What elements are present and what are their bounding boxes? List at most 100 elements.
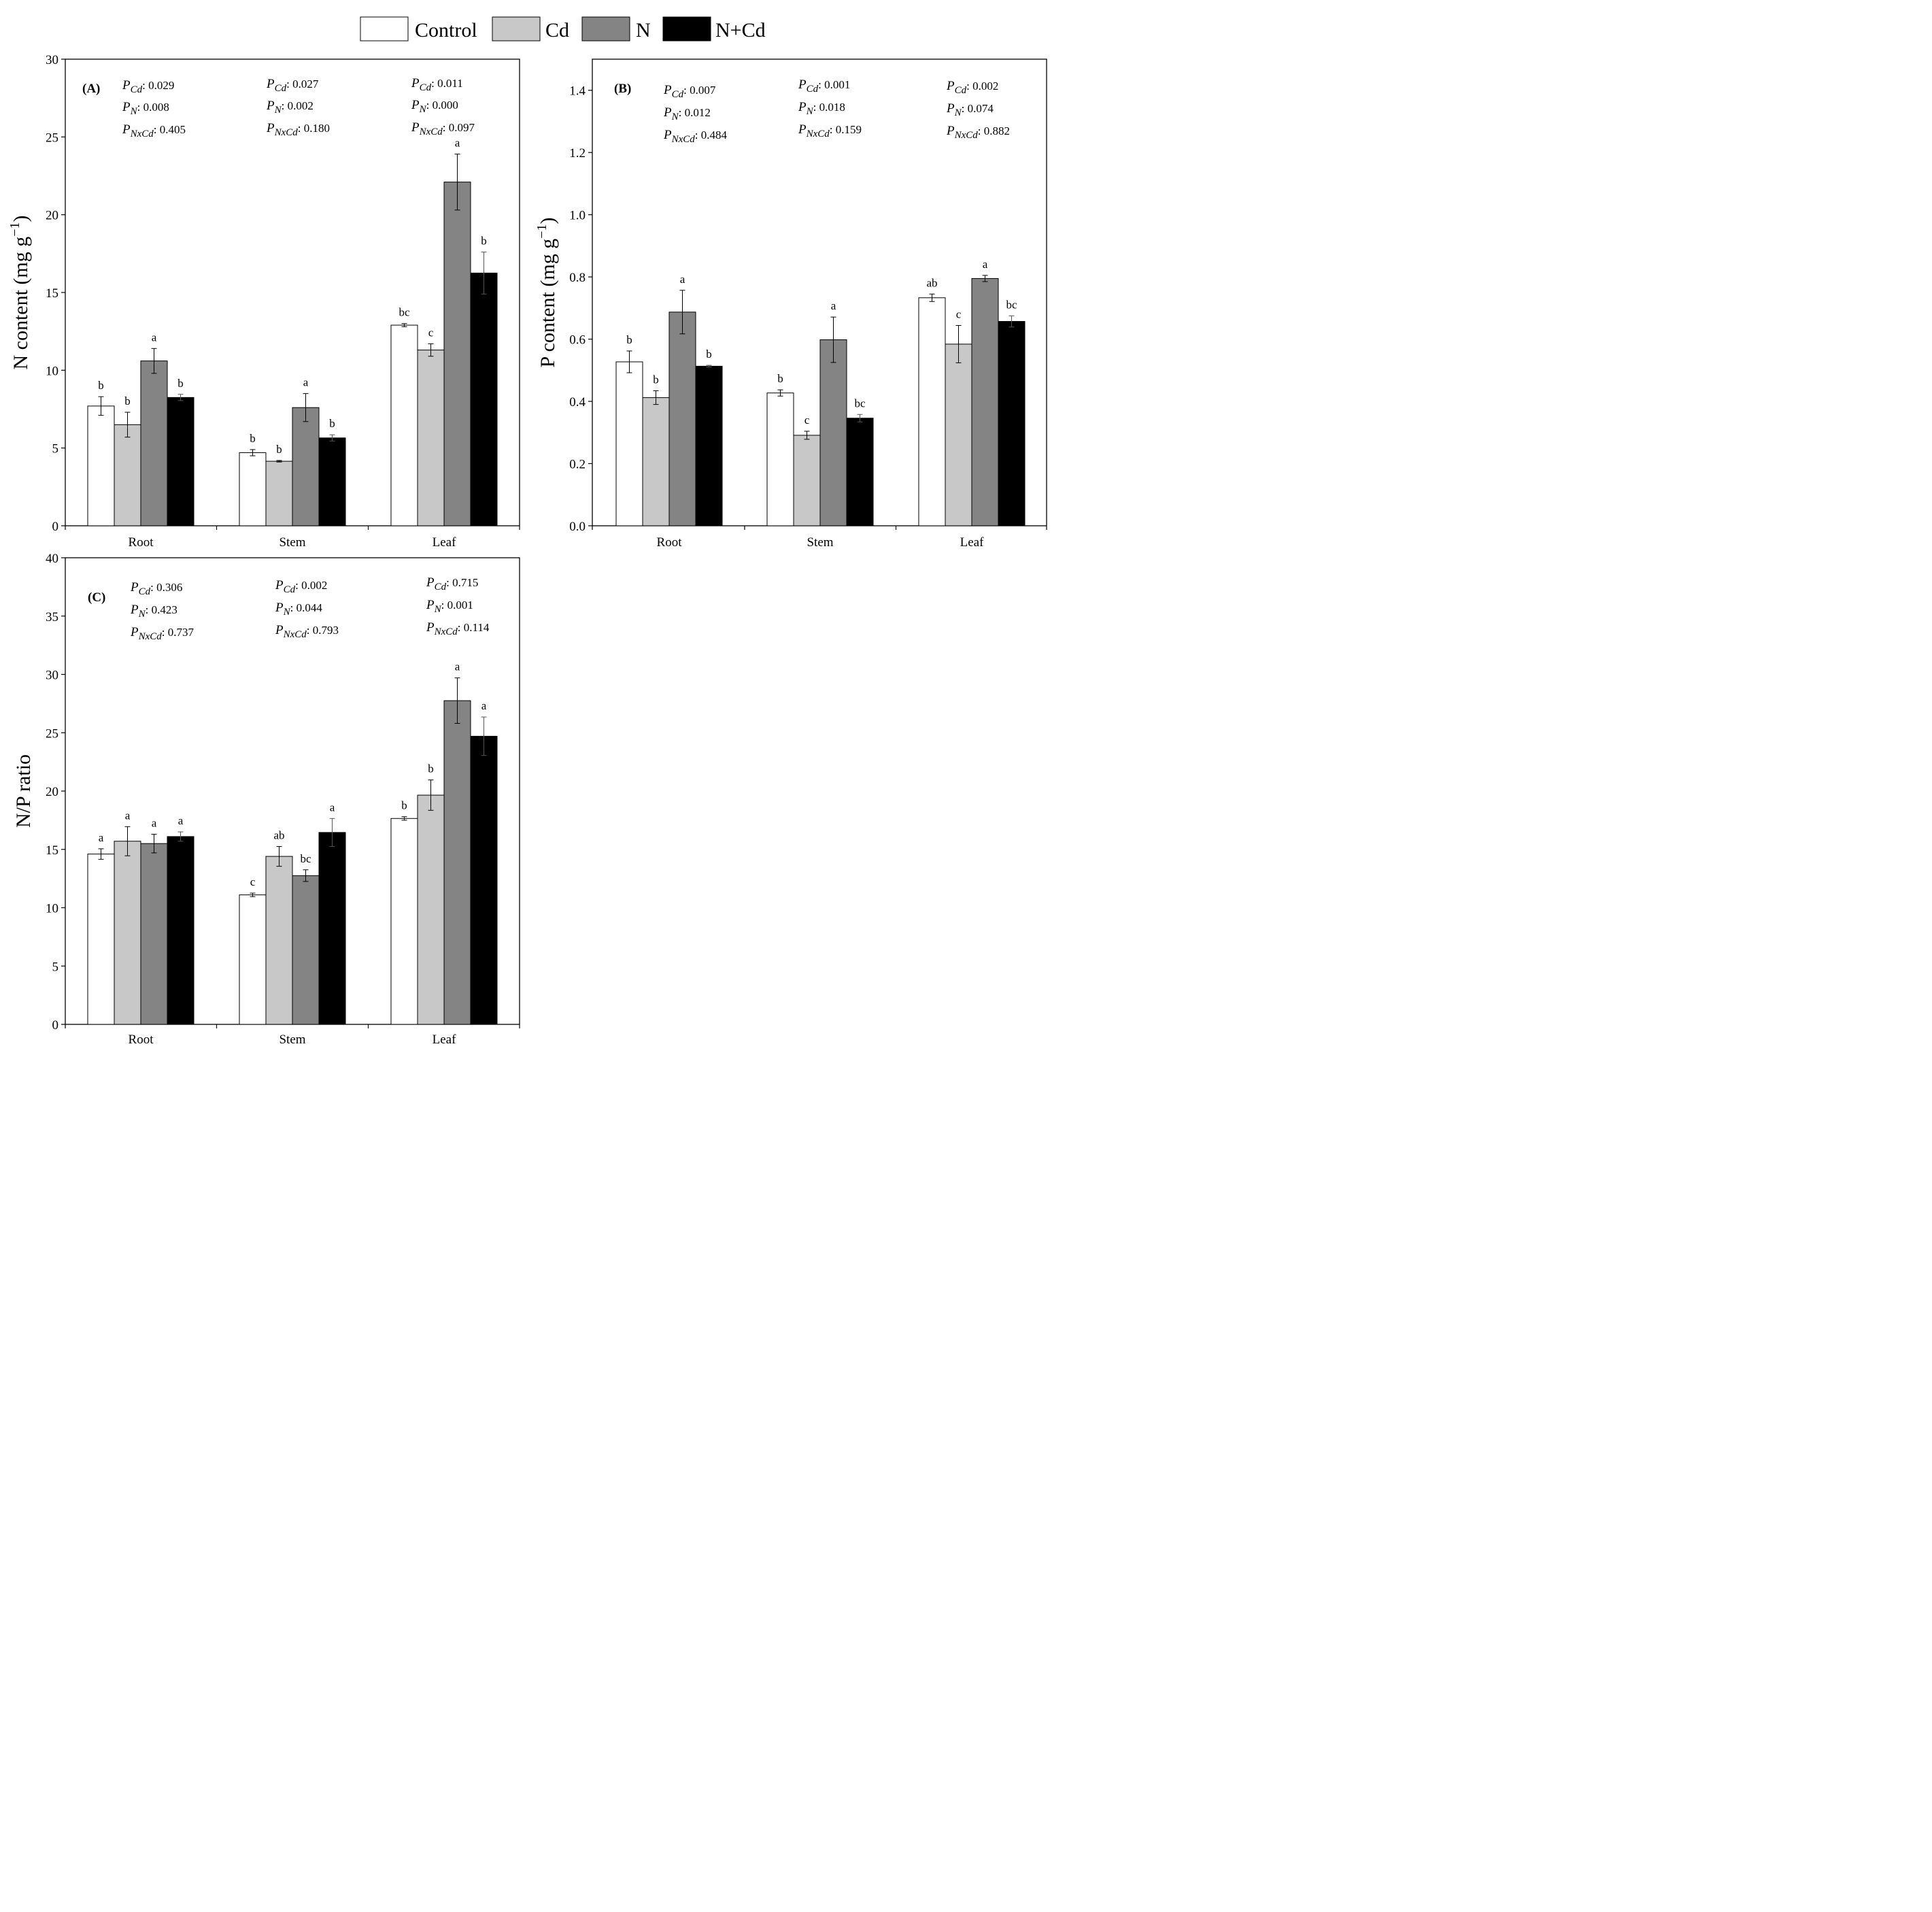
y-tick-label-a: 5 [52,442,59,456]
bar-control-leaf-c [390,818,418,1025]
stat-line-b: PN: 0.074 [946,101,994,118]
bar-n-cd-root-b [695,365,723,526]
stat-line-c: PN: 0.044 [275,601,322,618]
significance-letter-b: bc [1006,298,1017,311]
y-tick-label-a: 30 [46,53,58,67]
bar-n-cd-root-c [167,836,194,1025]
legend-swatch-control [360,16,409,41]
y-tick-label-a: 0 [52,520,59,534]
significance-letter-b: bc [854,397,866,409]
significance-letter-b: b [653,373,659,386]
panel-c-np-ratio: 0 5 10 15 20 25 30 35 40 Root Stem Leaf a c b a ab b a bc a a… [12,552,520,1047]
stat-value: : 0.012 [679,106,711,119]
y-tick-label-c: 0 [52,1018,59,1033]
bar-control-root-a [87,405,115,526]
legend-label-n-cd: N+Cd [715,19,766,41]
bar-cd-root-c [114,841,141,1025]
stat-line-a: PN: 0.002 [266,99,313,116]
stat-line-b: PNxCd: 0.159 [798,122,862,139]
significance-letter-b: a [831,299,836,312]
stat-value: : 0.002 [282,99,313,112]
y-axis-label-main: N content (mg g [10,237,32,370]
stat-subscript: Cd [435,582,447,592]
stat-subscript: Cd [131,84,143,95]
significance-letter-c: a [455,660,460,673]
significance-letter-a: b [98,379,104,392]
significance-letter-b: a [680,273,685,286]
y-tick-label-b: 1.2 [569,146,586,161]
stat-p-symbol: P [122,100,131,114]
x-category-label-stem-a: Stem [279,535,305,550]
y-axis-label-c: N/P ratio [12,754,35,828]
stat-value: : 0.159 [830,123,862,136]
y-tick-label-c: 15 [46,843,58,858]
stat-subscript: NxCd [806,129,830,139]
significance-letter-c: b [428,762,434,775]
stat-line-b: PN: 0.018 [798,100,845,117]
y-tick-label-b: 0.0 [569,520,586,534]
legend: Control Cd N N+Cd [360,16,766,41]
stat-p-symbol: P [946,101,955,116]
legend-swatch-cd [492,16,541,41]
significance-letter-a: bc [399,306,410,319]
y-tick-label-b: 1.0 [569,209,586,223]
stat-p-symbol: P [798,100,807,114]
significance-letter-a: a [303,376,309,389]
significance-letter-a: b [124,395,131,407]
bar-n-root-a [140,360,168,526]
stat-p-symbol: P [266,77,275,91]
x-category-label-stem-c: Stem [279,1033,305,1047]
bar-n-leaf-b [971,278,999,526]
significance-letter-b: c [804,414,810,426]
stat-subscript: N [274,105,282,116]
stat-line-c: PCd: 0.306 [130,580,182,597]
significance-letter-c: bc [300,852,311,865]
stat-line-a: PCd: 0.029 [122,78,174,95]
y-tick-label-c: 10 [46,902,58,916]
bar-n-stem-b [819,339,847,526]
stat-value: : 0.737 [162,626,194,639]
y-tick-label-b: 0.4 [569,395,586,409]
stat-line-b: PN: 0.012 [663,105,711,122]
stat-subscript: N [671,112,679,122]
significance-letter-c: c [250,875,256,888]
significance-letter-b: b [626,333,632,346]
bar-n-root-c [140,843,168,1025]
stat-value: : 0.027 [286,78,319,90]
y-axis-label-a: N content (mg g−1) [7,215,32,369]
stat-p-symbol: P [663,128,672,142]
bar-control-root-b [615,361,643,526]
bar-control-stem-a [239,452,267,526]
y-tick-label-a: 25 [46,131,58,145]
stat-subscript: Cd [955,85,967,96]
stat-value: : 0.882 [978,124,1010,137]
bar-control-root-c [87,854,115,1025]
significance-letter-b: ab [926,276,937,289]
stat-p-symbol: P [411,76,420,90]
y-tick-label-b: 0.8 [569,271,586,285]
x-category-label-leaf-a: Leaf [433,535,456,550]
y-tick-label-c: 25 [46,726,58,741]
significance-letter-a: a [455,136,460,149]
stat-p-symbol: P [663,83,672,97]
bar-cd-stem-c [265,856,293,1025]
significance-letter-b: b [706,348,712,360]
y-tick-label-c: 40 [46,552,58,566]
panel-tag-a: (A) [82,82,100,96]
bar-control-leaf-b [918,297,946,526]
stat-line-c: PCd: 0.715 [426,575,478,592]
y-tick-label-a: 20 [46,209,58,223]
stat-subscript: Cd [807,84,819,95]
bar-control-stem-c [239,894,267,1025]
bar-n-leaf-c [443,700,471,1025]
stat-subscript: NxCd [283,629,307,640]
x-category-label-root-a: Root [129,535,154,550]
stat-value: : 0.180 [298,122,330,135]
stat-subscript: Cd [672,89,684,100]
bar-n-cd-stem-c [318,832,346,1025]
stat-p-symbol: P [275,623,284,637]
significance-letter-b: c [956,307,962,320]
significance-letter-c: a [481,699,487,712]
